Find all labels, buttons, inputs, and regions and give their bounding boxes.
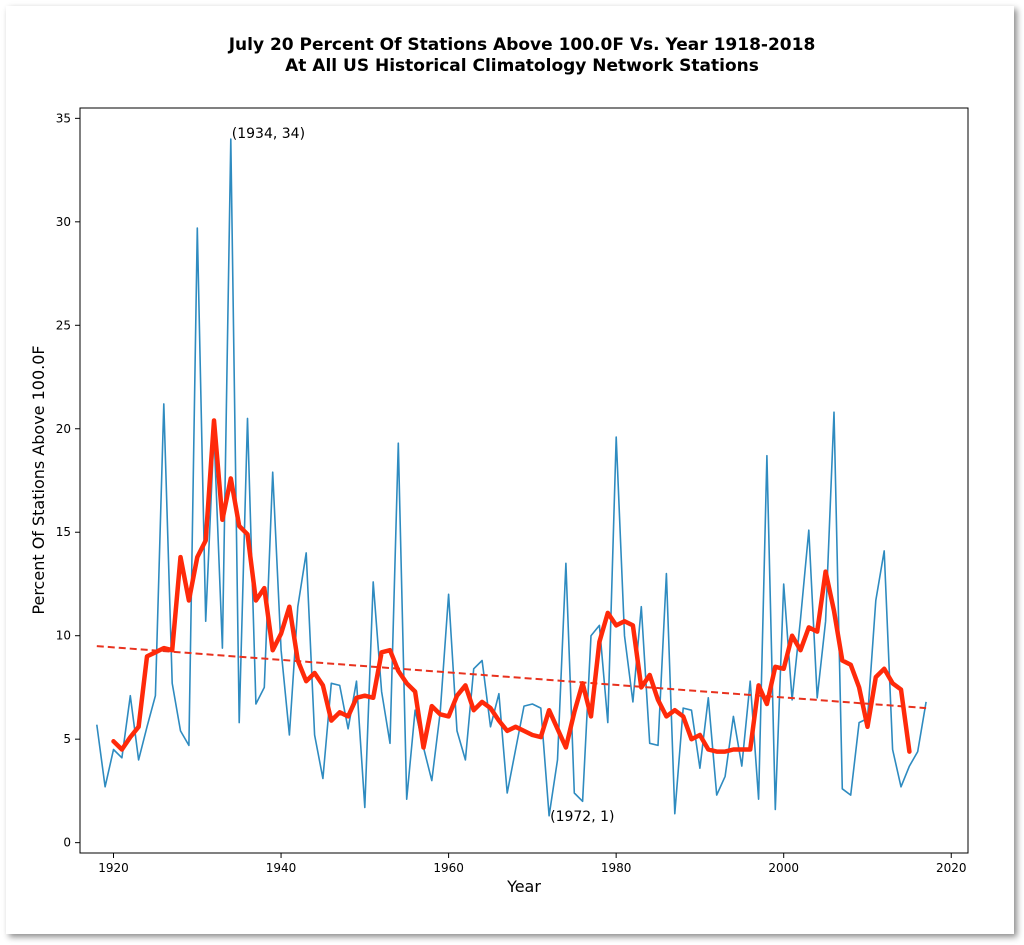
- y-tick-label: 25: [56, 318, 71, 332]
- trend-dashed-line: [96, 645, 927, 710]
- y-tick-label: 35: [56, 111, 71, 125]
- y-tick-label: 5: [63, 732, 71, 746]
- x-tick-label: 2020: [936, 861, 967, 875]
- annual-series: [96, 138, 927, 817]
- y-axis-label: Percent Of Stations Above 100.0F: [29, 345, 48, 614]
- trend-line: [96, 645, 927, 710]
- y-tick-label: 30: [56, 215, 71, 229]
- moving-average-series: [111, 418, 912, 754]
- x-tick-label: 2000: [768, 861, 799, 875]
- y-tick-label: 0: [63, 836, 71, 850]
- x-axis-label: Year: [506, 877, 541, 896]
- plot-area-frame: [79, 107, 969, 854]
- chart-subtitle: At All US Historical Climatology Network…: [285, 56, 759, 76]
- x-tick-label: 1960: [433, 861, 464, 875]
- x-tick-label: 1940: [266, 861, 297, 875]
- y-tick-label: 10: [56, 629, 71, 643]
- moving-average-line: [111, 418, 912, 754]
- x-tick-label: 1980: [601, 861, 632, 875]
- y-tick-label: 20: [56, 422, 71, 436]
- point-annotation: (1972, 1): [550, 809, 614, 825]
- point-annotation: (1934, 34): [232, 126, 305, 142]
- x-tick-label: 1920: [98, 861, 129, 875]
- y-tick-label: 15: [56, 525, 71, 539]
- annotations: (1934, 34) (1972, 1): [232, 126, 615, 825]
- chart-title: July 20 Percent Of Stations Above 100.0F…: [228, 35, 816, 55]
- axis-ticks: 1920 1940 1960 1980 2000 2020 0 5 10 15 20 25 30 35: [56, 111, 967, 875]
- annual-line: [96, 138, 927, 817]
